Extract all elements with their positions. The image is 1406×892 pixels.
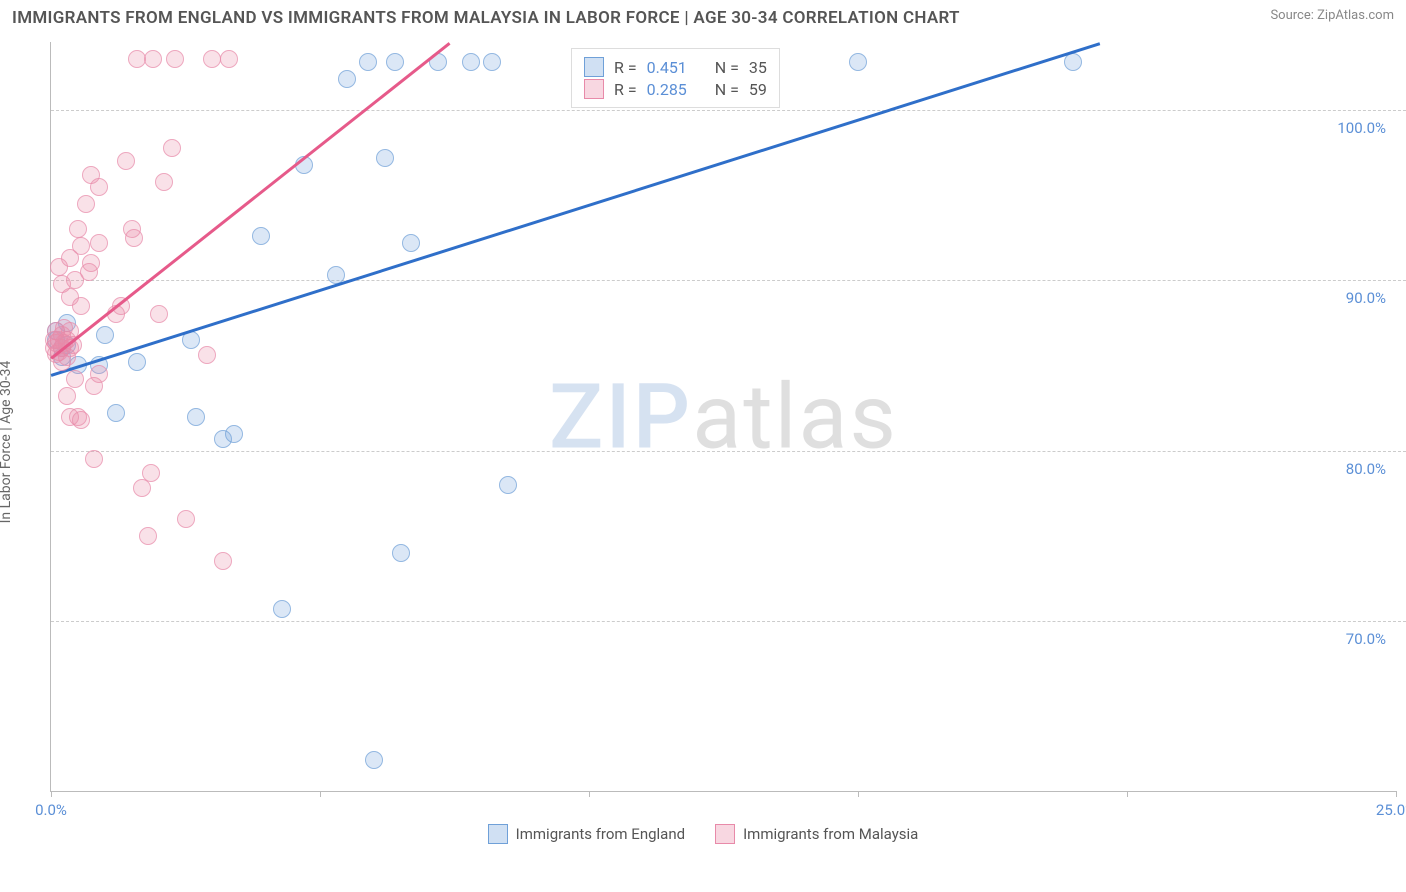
data-point <box>125 229 143 247</box>
legend-correlation: R = 0.451 N = 35 R = 0.285 N = 59 <box>571 48 780 108</box>
data-point <box>69 220 87 238</box>
chart-title: IMMIGRANTS FROM ENGLAND VS IMMIGRANTS FR… <box>12 8 960 28</box>
data-point <box>462 53 480 71</box>
data-point <box>849 53 867 71</box>
y-tick-label: 90.0% <box>1346 289 1386 307</box>
x-tick <box>1127 791 1128 797</box>
y-tick-label: 80.0% <box>1346 460 1386 478</box>
data-point <box>338 70 356 88</box>
data-point <box>90 365 108 383</box>
watermark: ZIPatlas <box>549 364 898 469</box>
data-point <box>90 234 108 252</box>
data-point <box>402 234 420 252</box>
data-point <box>144 50 162 68</box>
x-tick <box>1396 791 1397 797</box>
plot-area: ZIPatlas R = 0.451 N = 35 R = 0.285 N = … <box>50 42 1396 792</box>
y-tick-label: 70.0% <box>1346 630 1386 648</box>
data-point <box>90 178 108 196</box>
data-point <box>77 195 95 213</box>
data-point <box>72 237 90 255</box>
data-point <box>483 53 501 71</box>
data-point <box>273 600 291 618</box>
data-point <box>220 50 238 68</box>
x-tick-label: 0.0% <box>35 801 67 819</box>
legend-item-malaysia: Immigrants from Malaysia <box>715 824 918 844</box>
x-tick <box>51 791 52 797</box>
data-point <box>117 152 135 170</box>
data-point <box>82 254 100 272</box>
data-point <box>376 149 394 167</box>
data-point <box>142 464 160 482</box>
data-point <box>177 510 195 528</box>
data-point <box>386 53 404 71</box>
title-bar: IMMIGRANTS FROM ENGLAND VS IMMIGRANTS FR… <box>0 0 1406 32</box>
data-point <box>96 326 114 344</box>
chart-container: In Labor Force | Age 30-34 ZIPatlas R = … <box>0 32 1406 852</box>
data-point <box>365 751 383 769</box>
data-point <box>66 370 84 388</box>
data-point <box>163 139 181 157</box>
data-point <box>499 476 517 494</box>
data-point <box>214 552 232 570</box>
data-point <box>225 425 243 443</box>
data-point <box>139 527 157 545</box>
y-tick-label: 100.0% <box>1337 119 1386 137</box>
legend-item-england: Immigrants from England <box>488 824 685 844</box>
data-point <box>150 305 168 323</box>
x-tick <box>320 791 321 797</box>
data-point <box>58 387 76 405</box>
source-link[interactable]: ZipAtlas.com <box>1317 8 1394 23</box>
y-axis-label: In Labor Force | Age 30-34 <box>0 361 14 524</box>
data-point <box>187 408 205 426</box>
data-point <box>198 346 216 364</box>
swatch-malaysia-icon <box>715 824 735 844</box>
data-point <box>1064 53 1082 71</box>
data-point <box>128 353 146 371</box>
legend-bottom: Immigrants from England Immigrants from … <box>0 824 1406 844</box>
data-point <box>359 53 377 71</box>
data-point <box>166 50 184 68</box>
grid-line <box>51 451 1406 452</box>
data-point <box>85 450 103 468</box>
data-point <box>252 227 270 245</box>
x-tick-label: 25.0% <box>1376 801 1406 819</box>
data-point <box>155 173 173 191</box>
source-label: Source: ZipAtlas.com <box>1270 8 1394 23</box>
grid-line <box>51 280 1406 281</box>
x-tick <box>858 791 859 797</box>
swatch-england-icon <box>488 824 508 844</box>
data-point <box>392 544 410 562</box>
swatch-england <box>584 57 604 77</box>
legend-row-england: R = 0.451 N = 35 <box>584 57 767 77</box>
legend-row-malaysia: R = 0.285 N = 59 <box>584 79 767 99</box>
data-point <box>107 404 125 422</box>
grid-line <box>51 621 1406 622</box>
x-tick <box>589 791 590 797</box>
swatch-malaysia <box>584 79 604 99</box>
data-point <box>72 297 90 315</box>
data-point <box>133 479 151 497</box>
data-point <box>72 411 90 429</box>
grid-line <box>51 110 1406 111</box>
